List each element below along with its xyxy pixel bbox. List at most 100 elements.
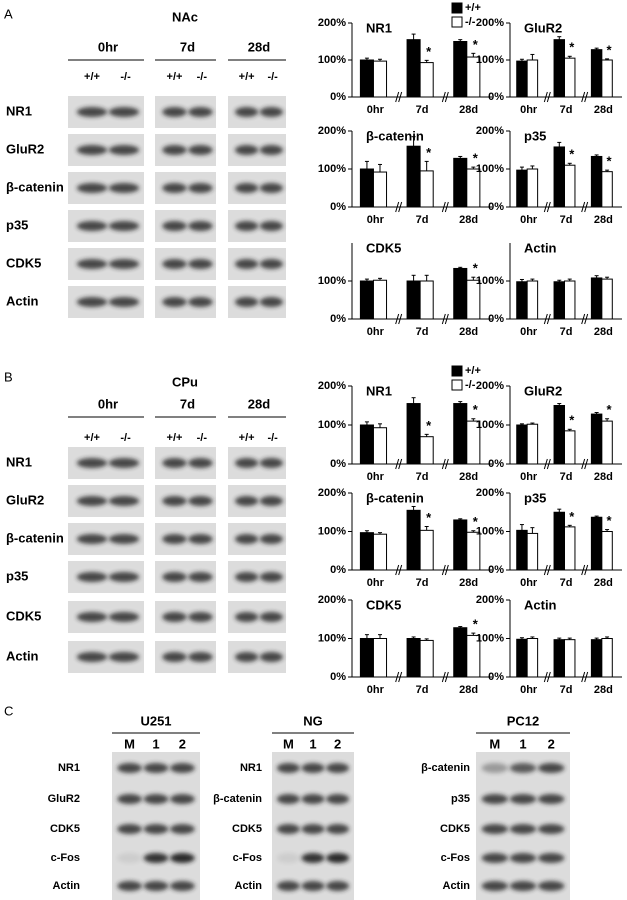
bar — [590, 413, 603, 465]
axis-break — [546, 91, 551, 103]
genotype-label: +/+ — [167, 71, 183, 83]
time-label: 28d — [248, 39, 270, 54]
protein-label: c-Fos — [233, 852, 262, 864]
genotype-label: +/+ — [167, 432, 183, 444]
blot-band — [76, 297, 108, 307]
blot-band — [117, 881, 142, 891]
genotype-label: +/+ — [239, 71, 255, 83]
axis-break — [444, 671, 449, 683]
genotype-label: -/- — [267, 432, 278, 444]
y-tick-label: 0% — [330, 201, 346, 213]
chart-title: β-catenin — [366, 128, 424, 143]
blot-band — [481, 881, 508, 891]
blot-band — [235, 458, 259, 468]
bar — [553, 511, 566, 571]
genotype-label: +/+ — [84, 432, 100, 444]
blot-band — [235, 259, 259, 269]
bar — [590, 277, 603, 320]
blot-band — [143, 853, 169, 863]
y-tick-label: 200% — [476, 17, 504, 29]
blot-band — [170, 824, 195, 834]
blot-band — [235, 572, 259, 582]
blot-band — [162, 259, 187, 269]
bar — [419, 62, 434, 98]
bar — [516, 529, 528, 571]
bar — [516, 60, 528, 98]
lane-label: 1 — [309, 736, 316, 751]
blot-band — [235, 183, 259, 193]
axis-break — [444, 313, 449, 325]
protein-label: c-Fos — [51, 852, 80, 864]
bar — [526, 638, 539, 678]
blot-band — [259, 534, 283, 544]
axis-break — [581, 91, 586, 103]
legend-swatch — [451, 365, 463, 377]
bar — [526, 59, 539, 98]
axis-break — [546, 671, 551, 683]
bar — [564, 57, 576, 98]
blot-band — [301, 853, 325, 863]
y-tick-label: 200% — [476, 125, 504, 137]
bar — [419, 280, 434, 320]
axis-break — [546, 458, 551, 470]
blot-band — [188, 458, 213, 468]
axis-break — [444, 201, 449, 213]
blot-band — [76, 572, 108, 582]
blot-band — [108, 458, 140, 468]
axis-break — [543, 564, 548, 576]
bar — [359, 59, 374, 98]
blot-band — [259, 458, 283, 468]
blot-band — [301, 881, 325, 891]
y-tick-label: 100% — [476, 419, 504, 431]
blot-band — [509, 794, 537, 804]
blot-band — [259, 572, 283, 582]
significance: * — [426, 510, 432, 525]
blot-band — [481, 794, 508, 804]
protein-label: NR1 — [58, 762, 80, 774]
time-label: 7d — [180, 396, 195, 411]
blot-band — [188, 145, 213, 155]
bar — [406, 509, 421, 571]
x-tick-label: 0hr — [520, 104, 538, 116]
blot-band — [235, 612, 259, 622]
panel-letter: A — [4, 6, 13, 21]
time-label: 7d — [180, 39, 195, 54]
blot-band — [481, 853, 508, 863]
axis-break — [584, 564, 589, 576]
bar — [601, 59, 613, 98]
blot-band — [143, 824, 169, 834]
chart-title: Actin — [524, 240, 557, 255]
protein-label: β-catenin — [6, 179, 64, 194]
blot-band — [235, 652, 259, 662]
y-tick-label: 100% — [318, 419, 346, 431]
bar — [372, 638, 388, 678]
legend-swatch — [451, 379, 463, 391]
y-tick-label: 0% — [488, 458, 504, 470]
axis-break — [584, 313, 589, 325]
blot-band — [117, 794, 142, 804]
x-tick-label: 28d — [459, 577, 478, 589]
y-tick-label: 100% — [476, 632, 504, 644]
blot-band — [481, 763, 508, 773]
x-tick-label: 7d — [560, 104, 573, 116]
blot-band — [76, 259, 108, 269]
lane-label: 2 — [548, 736, 555, 751]
significance: * — [473, 617, 479, 632]
axis-break — [395, 91, 400, 103]
y-tick-label: 200% — [476, 594, 504, 606]
x-tick-label: 7d — [416, 326, 429, 338]
bar — [359, 638, 374, 678]
genotype-label: -/- — [120, 432, 131, 444]
blot-band — [143, 881, 169, 891]
y-tick-label: 0% — [488, 201, 504, 213]
bar — [372, 279, 388, 320]
protein-label: Actin — [235, 880, 263, 892]
blot-band — [162, 183, 187, 193]
bar — [453, 403, 468, 465]
blot-band — [162, 458, 187, 468]
bar — [516, 638, 528, 678]
blot-band — [326, 853, 350, 863]
genotype-label: -/- — [120, 71, 131, 83]
protein-label: CDK5 — [50, 823, 80, 835]
x-tick-label: 28d — [594, 104, 613, 116]
